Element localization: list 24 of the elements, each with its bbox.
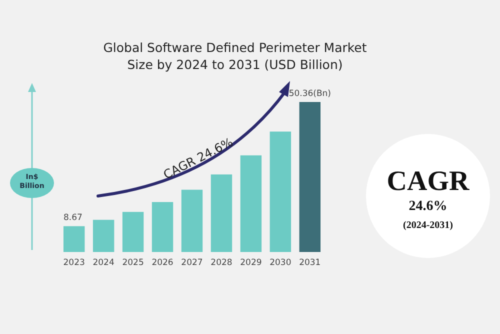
x-tick-label: 2023 [63, 258, 85, 268]
chart-title: Global Software Defined Perimeter Market Size by 2024 to 2031 (USD Billion) [103, 40, 367, 72]
text: 24.6% [408, 199, 448, 214]
bar [181, 190, 203, 252]
x-tick-label: 2031 [299, 258, 321, 268]
x-tick-label: 2027 [181, 258, 203, 268]
bar [92, 220, 114, 252]
x-tick-label: 2028 [210, 258, 232, 268]
bar [122, 212, 144, 252]
text: (2024-2031) [403, 220, 453, 231]
bar [240, 155, 262, 252]
bar [299, 102, 321, 252]
x-tick-label: 2026 [152, 258, 174, 268]
data-label: 8.67 [63, 213, 82, 224]
bar [152, 202, 174, 252]
data-label: 50.36(Bn) [288, 89, 332, 99]
bar [270, 132, 292, 252]
x-tick-label: 2025 [122, 258, 144, 268]
x-tick-label: 2024 [92, 258, 114, 268]
bar [63, 226, 85, 252]
x-tick-label: 2030 [270, 258, 292, 268]
text: CAGR [386, 166, 470, 197]
bar [210, 174, 232, 252]
x-tick-label: 2029 [240, 258, 262, 268]
